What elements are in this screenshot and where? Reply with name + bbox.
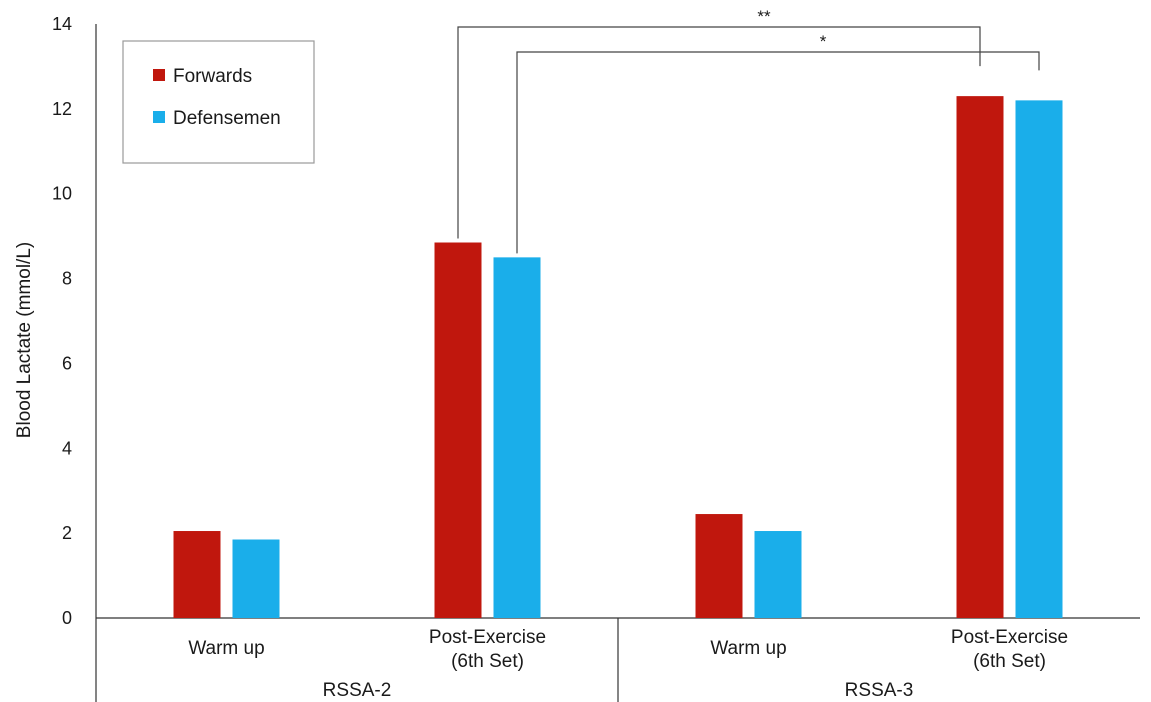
y-axis-ticks: 0 2 4 6 8 10 12 14 bbox=[52, 14, 72, 628]
bar bbox=[173, 531, 221, 618]
bar bbox=[695, 514, 743, 618]
y-tick-label: 6 bbox=[62, 353, 72, 373]
bar bbox=[493, 257, 541, 618]
bar bbox=[1015, 100, 1063, 618]
bar bbox=[232, 539, 280, 618]
y-axis-label: Blood Lactate (mmol/L) bbox=[14, 242, 35, 438]
group-label: RSSA-3 bbox=[845, 680, 914, 701]
y-tick-label: 4 bbox=[62, 438, 72, 458]
category-label: Warm up bbox=[188, 638, 264, 659]
category-label: (6th Set) bbox=[973, 651, 1046, 672]
category-labels: Warm up Post-Exercise (6th Set) Warm up Post… bbox=[188, 627, 1068, 672]
legend-box bbox=[122, 40, 315, 164]
group-label: RSSA-2 bbox=[323, 680, 392, 701]
y-tick-label: 12 bbox=[52, 99, 72, 119]
category-label: (6th Set) bbox=[451, 651, 524, 672]
y-tick-label: 0 bbox=[62, 608, 72, 628]
legend: Forwards Defensemen bbox=[122, 40, 315, 164]
significance-label: * bbox=[820, 32, 827, 51]
y-tick-label: 8 bbox=[62, 269, 72, 289]
significance-bracket bbox=[457, 26, 981, 239]
legend-label-forwards: Forwards bbox=[173, 66, 252, 87]
legend-label-defensemen: Defensemen bbox=[173, 108, 281, 129]
category-label: Post-Exercise bbox=[429, 627, 546, 648]
significance-brackets: *** bbox=[457, 7, 1040, 254]
legend-swatch-defensemen bbox=[153, 111, 165, 123]
bar bbox=[434, 242, 482, 618]
significance-bracket bbox=[516, 51, 1040, 254]
y-tick-label: 10 bbox=[52, 184, 72, 204]
category-label: Warm up bbox=[710, 638, 786, 659]
significance-label: ** bbox=[757, 7, 771, 26]
y-tick-label: 2 bbox=[62, 523, 72, 543]
bar bbox=[754, 531, 802, 618]
category-label: Post-Exercise bbox=[951, 627, 1068, 648]
legend-swatch-forwards bbox=[153, 69, 165, 81]
group-labels: RSSA-2 RSSA-3 bbox=[323, 680, 914, 701]
y-tick-label: 14 bbox=[52, 14, 72, 34]
bar bbox=[956, 96, 1004, 619]
bar-marks bbox=[173, 96, 1063, 619]
